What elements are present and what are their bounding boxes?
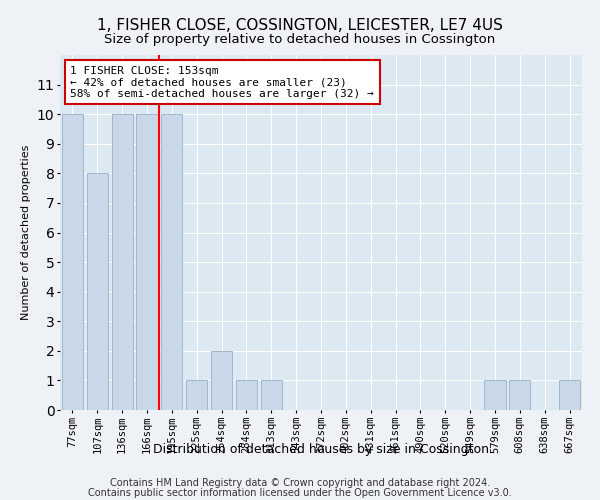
Bar <box>62 114 83 410</box>
Bar <box>136 114 158 410</box>
Text: Size of property relative to detached houses in Cossington: Size of property relative to detached ho… <box>104 32 496 46</box>
Bar <box>161 114 182 410</box>
Text: Contains public sector information licensed under the Open Government Licence v3: Contains public sector information licen… <box>88 488 512 498</box>
Text: 1, FISHER CLOSE, COSSINGTON, LEICESTER, LE7 4US: 1, FISHER CLOSE, COSSINGTON, LEICESTER, … <box>97 18 503 32</box>
Bar <box>236 380 257 410</box>
Text: 1 FISHER CLOSE: 153sqm
← 42% of detached houses are smaller (23)
58% of semi-det: 1 FISHER CLOSE: 153sqm ← 42% of detached… <box>70 66 374 99</box>
Bar <box>112 114 133 410</box>
Bar <box>186 380 207 410</box>
Y-axis label: Number of detached properties: Number of detached properties <box>21 145 31 320</box>
Bar <box>484 380 506 410</box>
Bar <box>87 174 108 410</box>
Text: Contains HM Land Registry data © Crown copyright and database right 2024.: Contains HM Land Registry data © Crown c… <box>110 478 490 488</box>
Bar <box>261 380 282 410</box>
Bar <box>559 380 580 410</box>
Text: Distribution of detached houses by size in Cossington: Distribution of detached houses by size … <box>153 442 489 456</box>
Bar <box>211 351 232 410</box>
Bar <box>509 380 530 410</box>
